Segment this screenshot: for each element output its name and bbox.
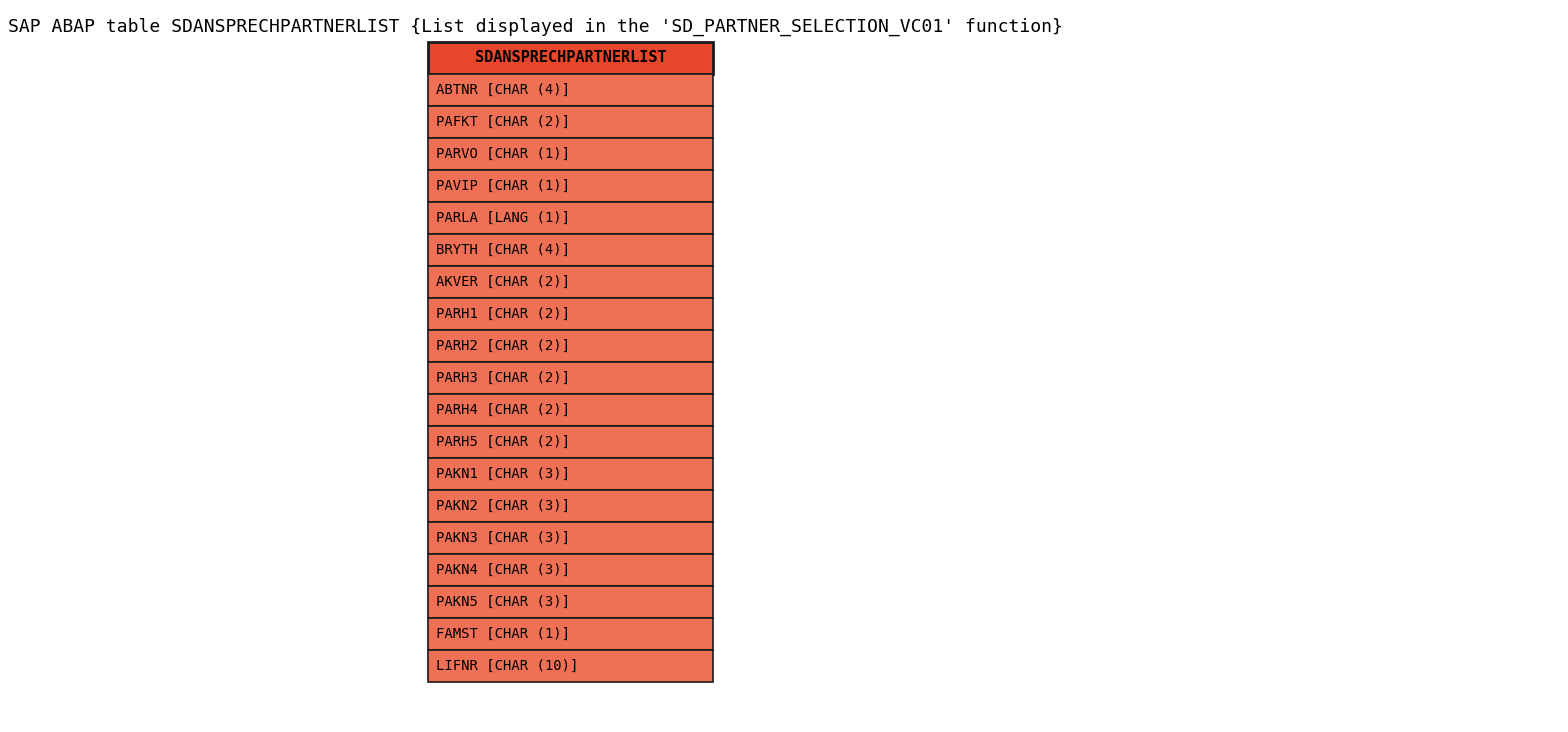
Text: PARH5 [CHAR (2)]: PARH5 [CHAR (2)] <box>436 435 571 449</box>
Bar <box>428 202 713 234</box>
Text: SDANSPRECHPARTNERLIST: SDANSPRECHPARTNERLIST <box>475 51 666 65</box>
Text: PARH4 [CHAR (2)]: PARH4 [CHAR (2)] <box>436 403 571 417</box>
Bar <box>428 586 713 618</box>
Text: PAVIP [CHAR (1)]: PAVIP [CHAR (1)] <box>436 179 571 193</box>
Text: PAKN5 [CHAR (3)]: PAKN5 [CHAR (3)] <box>436 595 571 609</box>
Text: PARH1 [CHAR (2)]: PARH1 [CHAR (2)] <box>436 307 571 321</box>
Bar <box>428 330 713 362</box>
Bar <box>428 362 713 394</box>
Bar <box>428 106 713 138</box>
Text: PAKN2 [CHAR (3)]: PAKN2 [CHAR (3)] <box>436 499 571 513</box>
Bar <box>428 42 713 74</box>
Text: SAP ABAP table SDANSPRECHPARTNERLIST {List displayed in the 'SD_PARTNER_SELECTIO: SAP ABAP table SDANSPRECHPARTNERLIST {Li… <box>8 18 1063 37</box>
Bar <box>428 298 713 330</box>
Bar <box>428 234 713 266</box>
Text: PARVO [CHAR (1)]: PARVO [CHAR (1)] <box>436 147 571 161</box>
Bar <box>428 458 713 490</box>
Bar <box>428 266 713 298</box>
Bar <box>428 490 713 522</box>
Text: BRYTH [CHAR (4)]: BRYTH [CHAR (4)] <box>436 243 571 257</box>
Bar <box>428 522 713 554</box>
Text: PAKN4 [CHAR (3)]: PAKN4 [CHAR (3)] <box>436 563 571 577</box>
Text: PARLA [LANG (1)]: PARLA [LANG (1)] <box>436 211 571 225</box>
Text: PAKN1 [CHAR (3)]: PAKN1 [CHAR (3)] <box>436 467 571 481</box>
Bar <box>428 138 713 170</box>
Bar <box>428 426 713 458</box>
Bar <box>428 554 713 586</box>
Text: ABTNR [CHAR (4)]: ABTNR [CHAR (4)] <box>436 83 571 97</box>
Bar <box>428 394 713 426</box>
Bar <box>428 170 713 202</box>
Text: PAKN3 [CHAR (3)]: PAKN3 [CHAR (3)] <box>436 531 571 545</box>
Text: AKVER [CHAR (2)]: AKVER [CHAR (2)] <box>436 275 571 289</box>
Text: LIFNR [CHAR (10)]: LIFNR [CHAR (10)] <box>436 659 579 673</box>
Text: PAFKT [CHAR (2)]: PAFKT [CHAR (2)] <box>436 115 571 129</box>
Text: PARH2 [CHAR (2)]: PARH2 [CHAR (2)] <box>436 339 571 353</box>
Text: FAMST [CHAR (1)]: FAMST [CHAR (1)] <box>436 627 571 641</box>
Bar <box>428 74 713 106</box>
Text: PARH3 [CHAR (2)]: PARH3 [CHAR (2)] <box>436 371 571 385</box>
Bar <box>428 650 713 682</box>
Bar <box>428 618 713 650</box>
